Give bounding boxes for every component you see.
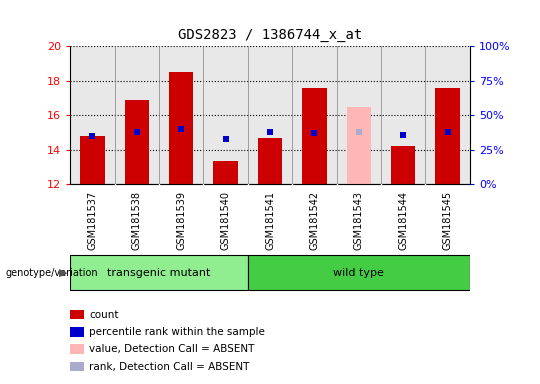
Text: GSM181541: GSM181541	[265, 191, 275, 250]
Text: genotype/variation: genotype/variation	[5, 268, 98, 278]
Text: GSM181537: GSM181537	[87, 191, 97, 250]
Text: value, Detection Call = ABSENT: value, Detection Call = ABSENT	[89, 344, 254, 354]
Text: rank, Detection Call = ABSENT: rank, Detection Call = ABSENT	[89, 362, 249, 372]
Bar	[391, 146, 415, 184]
Text: GSM181544: GSM181544	[398, 191, 408, 250]
Text: GSM181543: GSM181543	[354, 191, 364, 250]
Bar	[258, 138, 282, 184]
Text: GSM181542: GSM181542	[309, 191, 319, 250]
Text: GSM181539: GSM181539	[176, 191, 186, 250]
Text: percentile rank within the sample: percentile rank within the sample	[89, 327, 265, 337]
Title: GDS2823 / 1386744_x_at: GDS2823 / 1386744_x_at	[178, 28, 362, 42]
Bar	[80, 136, 105, 184]
Bar	[70, 255, 248, 290]
Bar	[435, 88, 460, 184]
Text: wild type: wild type	[333, 268, 384, 278]
Bar	[169, 72, 193, 184]
Text: GSM181540: GSM181540	[221, 191, 231, 250]
Text: ▶: ▶	[59, 268, 68, 278]
Text: GSM181538: GSM181538	[132, 191, 142, 250]
Text: transgenic mutant: transgenic mutant	[107, 268, 211, 278]
Bar	[302, 88, 327, 184]
Bar	[248, 255, 470, 290]
Text: GSM181545: GSM181545	[443, 191, 453, 250]
Bar	[347, 107, 371, 184]
Bar	[125, 100, 149, 184]
Text: count: count	[89, 310, 119, 320]
Bar	[213, 161, 238, 184]
